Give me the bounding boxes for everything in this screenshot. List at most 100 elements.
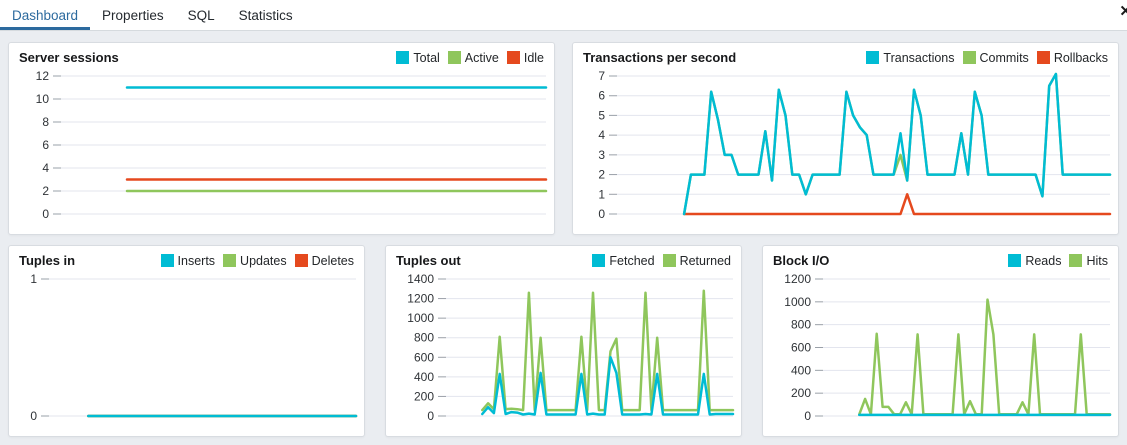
svg-text:6: 6 — [42, 138, 49, 152]
svg-text:0: 0 — [598, 207, 605, 221]
svg-text:5: 5 — [598, 108, 605, 122]
panel-title: Server sessions — [19, 50, 119, 65]
legend-chip-icon — [1008, 254, 1022, 267]
legend-label: Commits — [979, 50, 1029, 65]
legend-label: Active — [464, 50, 499, 65]
legend: Reads Hits — [1008, 254, 1108, 268]
legend-item-idle: Idle — [506, 50, 544, 65]
legend: Transactions Commits Rollbacks — [866, 51, 1108, 65]
chart-canvas: 1200 1000 800 600 400 200 0 — [784, 272, 1112, 423]
svg-text:0: 0 — [30, 409, 37, 423]
legend-chip-icon — [592, 254, 606, 267]
panel-title: Tuples in — [19, 253, 76, 268]
legend-item-hits: Hits — [1069, 254, 1108, 268]
svg-text:1200: 1200 — [784, 272, 811, 286]
svg-text:1: 1 — [598, 187, 605, 201]
legend-chip-icon — [662, 254, 676, 267]
svg-text:7: 7 — [598, 69, 605, 83]
legend-label: Hits — [1086, 253, 1108, 268]
legend-chip-icon — [506, 51, 520, 64]
legend-item-updates: Updates — [223, 254, 287, 268]
chart-canvas: 12 10 8 6 4 2 0 — [36, 69, 548, 221]
panel-server-sessions: Server sessions Total Active Idle 12 10 8 6 4 2… — [8, 42, 555, 235]
legend-label: Fetched — [609, 253, 655, 268]
tuples-out-chart: 1400 1200 1000 800 600 400 200 0 — [394, 271, 735, 432]
svg-text:0: 0 — [427, 409, 434, 423]
panel-title: Tuples out — [396, 253, 461, 268]
panel-transactions-per-second: Transactions per second Transactions Comm… — [572, 42, 1119, 235]
tab-bar: Dashboard Properties SQL Statistics ✕ — [0, 0, 1127, 31]
svg-text:3: 3 — [598, 148, 605, 162]
legend-chip-icon — [294, 254, 308, 267]
tab-sql[interactable]: SQL — [187, 7, 215, 23]
svg-text:800: 800 — [791, 318, 811, 332]
legend-chip-icon — [160, 254, 174, 267]
svg-text:10: 10 — [36, 92, 50, 106]
svg-text:800: 800 — [414, 331, 434, 345]
legend-item-reads: Reads — [1008, 254, 1061, 268]
svg-text:1400: 1400 — [407, 272, 434, 286]
legend-chip-icon — [1036, 51, 1050, 64]
panel-header: Transactions per second Transactions Comm… — [573, 43, 1118, 67]
legend-item-total: Total — [396, 50, 440, 65]
server-sessions-chart: 12 10 8 6 4 2 0 — [17, 68, 548, 230]
svg-text:6: 6 — [598, 89, 605, 103]
svg-text:600: 600 — [414, 350, 434, 364]
svg-text:1000: 1000 — [784, 295, 811, 309]
legend-label: Updates — [240, 253, 287, 268]
legend-chip-icon — [447, 51, 461, 64]
tab-properties[interactable]: Properties — [102, 7, 164, 23]
panel-header: Tuples in Inserts Updates Deletes — [9, 246, 364, 270]
tab-statistics[interactable]: Statistics — [238, 7, 293, 23]
svg-text:1: 1 — [30, 272, 37, 286]
legend-label: Reads — [1025, 253, 1062, 268]
panel-header: Block I/O Reads Hits — [763, 246, 1118, 270]
svg-text:4: 4 — [42, 161, 49, 175]
svg-text:12: 12 — [36, 69, 50, 83]
panel-block-io: Block I/O Reads Hits 1200 1000 800 600 400 200… — [762, 245, 1119, 437]
legend-chip-icon — [962, 51, 976, 64]
charts-row-top: Server sessions Total Active Idle 12 10 8 6 4 2… — [8, 42, 1119, 235]
svg-text:0: 0 — [42, 207, 49, 221]
panel-title: Transactions per second — [583, 50, 737, 65]
svg-text:2: 2 — [42, 184, 49, 198]
svg-text:8: 8 — [42, 115, 49, 129]
svg-text:400: 400 — [791, 363, 811, 377]
transactions-chart: 7 6 5 4 3 2 1 0 — [581, 68, 1112, 230]
chart-canvas: 10 — [30, 272, 358, 423]
tab-dashboard[interactable]: Dashboard — [0, 0, 90, 30]
legend-item-commits: Commits — [962, 50, 1029, 65]
svg-text:200: 200 — [791, 386, 811, 400]
chart-canvas: 1400 1200 1000 800 600 400 200 0 — [407, 272, 735, 423]
svg-text:400: 400 — [414, 370, 434, 384]
block-io-chart: 1200 1000 800 600 400 200 0 — [771, 271, 1112, 432]
svg-text:2: 2 — [598, 168, 605, 182]
legend-label: Returned — [679, 253, 731, 268]
legend-chip-icon — [1069, 254, 1083, 267]
svg-text:1200: 1200 — [407, 292, 434, 306]
legend-chip-icon — [866, 51, 880, 64]
legend-chip-icon — [396, 51, 410, 64]
dashboard-content: Server sessions Total Active Idle 12 10 8 6 4 2… — [0, 31, 1127, 445]
legend: Total Active Idle — [396, 51, 544, 65]
legend-label: Idle — [523, 50, 544, 65]
legend-item-rollbacks: Rollbacks — [1036, 51, 1108, 65]
panel-title: Block I/O — [773, 253, 830, 268]
legend-label: Total — [413, 50, 440, 65]
svg-text:200: 200 — [414, 389, 434, 403]
legend: Inserts Updates Deletes — [160, 253, 354, 268]
legend-item-returned: Returned — [662, 253, 731, 268]
svg-text:600: 600 — [791, 341, 811, 355]
svg-text:4: 4 — [598, 128, 605, 142]
legend-item-deletes: Deletes — [294, 254, 354, 268]
legend-label: Inserts — [177, 253, 216, 268]
legend-chip-icon — [223, 254, 237, 267]
svg-text:1000: 1000 — [407, 311, 434, 325]
legend-item-transactions: Transactions — [866, 51, 955, 65]
legend: Fetched Returned — [592, 254, 731, 268]
legend-item-active: Active — [447, 50, 499, 65]
close-icon[interactable]: ✕ — [1119, 3, 1127, 20]
